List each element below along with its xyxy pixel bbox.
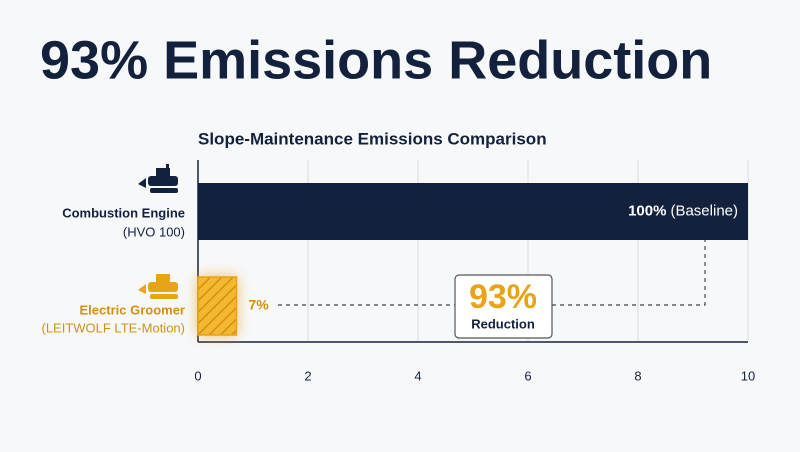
category-label: Combustion Engine [62, 205, 185, 220]
page-title: 93% Emissions Reduction [40, 30, 712, 90]
reduction-value: 93% [469, 278, 537, 316]
chart-title: Slope-Maintenance Emissions Comparison [198, 129, 547, 148]
icon-electric [138, 274, 178, 299]
bar [197, 276, 238, 336]
connector [278, 240, 706, 306]
category-label: Electric Groomer [80, 302, 186, 317]
x-tick-label: 4 [414, 368, 421, 383]
bars [197, 183, 748, 336]
value-label: 7% [249, 297, 270, 313]
x-tick-label: 8 [634, 368, 641, 383]
x-tick-label: 2 [304, 368, 311, 383]
x-tick-label: 6 [524, 368, 531, 383]
icon-combustion [138, 164, 178, 193]
bar [198, 183, 748, 240]
x-tick-label: 0 [194, 368, 201, 383]
value-label-number: 100% [628, 202, 666, 219]
reduction-box [454, 274, 553, 339]
category-subtitle: (HVO 100) [123, 224, 185, 239]
category-subtitle: (LEITWOLF LTE-Motion) [41, 320, 185, 335]
baseline-note: (Baseline) [670, 202, 738, 219]
x-tick-label: 10 [741, 368, 755, 383]
reduction-label: Reduction [471, 316, 535, 331]
value-label: 100% (Baseline) [628, 202, 738, 219]
